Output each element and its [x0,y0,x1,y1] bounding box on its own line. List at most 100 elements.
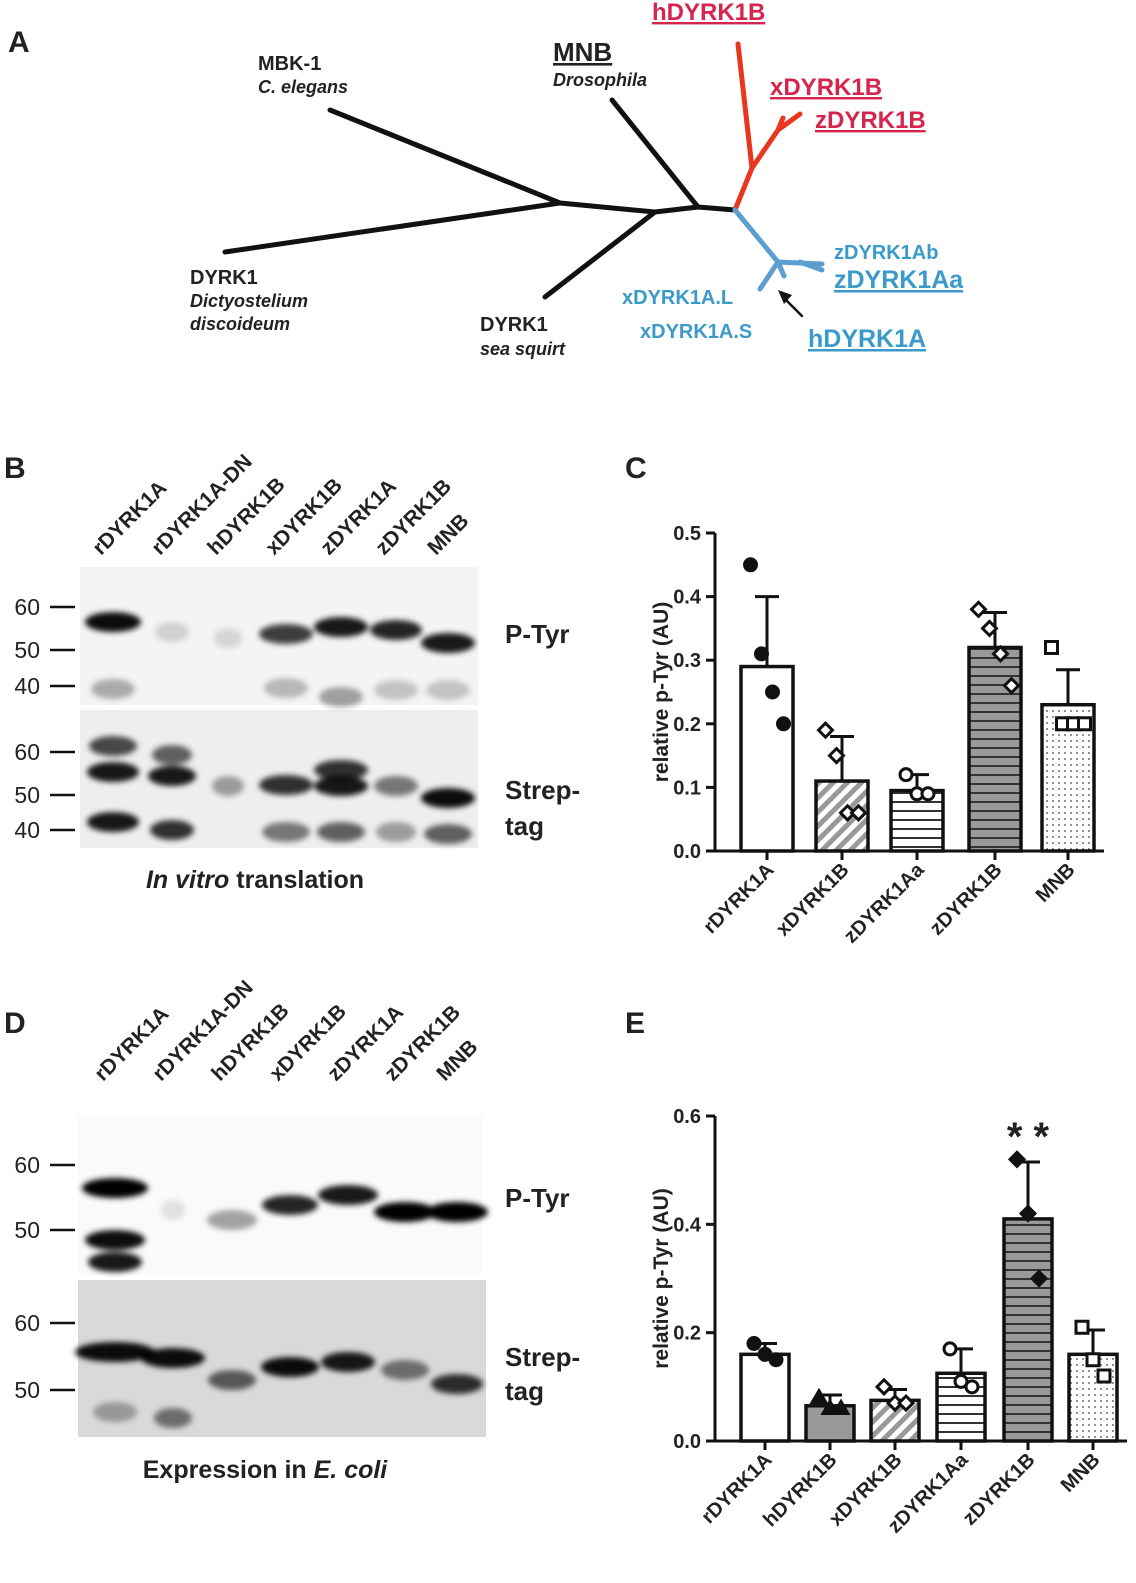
band [154,1408,192,1428]
data-point [980,619,999,638]
species-label: xDYRK1A.S [640,321,752,343]
caption-part: E. coli [314,1456,389,1484]
band [85,1230,145,1250]
data-point [754,646,769,662]
band [318,1185,378,1205]
species-label: Dictyostelium [190,291,308,311]
species-label: DYRK1 [190,267,258,289]
data-point [1074,1319,1090,1335]
band [93,1402,137,1422]
band [87,762,139,782]
data-point [1002,676,1021,695]
data-point [969,600,988,619]
x-tick-label: zDYRK1Aa [840,858,929,947]
data-point [776,716,791,732]
band [75,1342,155,1362]
species-label: hDYRK1B [652,0,765,26]
band [370,620,422,640]
mw-label: 50 [14,1217,40,1243]
species-label: xDYRK1B [770,74,882,101]
data-point [768,1352,784,1368]
y-tick-label: 0.0 [673,1431,701,1453]
data-point [1077,716,1092,732]
data-point [827,746,846,765]
bar [1002,1217,1054,1443]
x-tick-label: zDYRK1B [959,1449,1040,1530]
band [381,1360,429,1380]
caption-part: Expression in [143,1456,314,1484]
bar [967,645,1023,853]
band [317,822,365,842]
band [321,1352,375,1372]
y-tick-label: 0.2 [673,714,701,736]
lane-label: rDYRK1A-DN [148,976,258,1086]
y-tick-label: 0.4 [673,1214,702,1236]
data-point [1096,1368,1112,1384]
band [89,736,137,756]
band [91,679,135,699]
panel-letter: E [625,1007,645,1040]
mw-label: 50 [14,1377,40,1403]
band [262,1195,318,1215]
band [261,1357,319,1377]
band [152,745,192,765]
x-tick-label: zDYRK1B [926,859,1007,940]
y-tick-label: 0.6 [673,1106,701,1128]
mw-label: 40 [14,817,40,843]
band [148,766,196,786]
band [314,617,368,637]
caption-part: translation [229,866,364,894]
band [374,776,418,796]
data-point [1085,1352,1101,1368]
band [264,678,308,698]
band [426,680,470,700]
data-point [896,1393,916,1413]
y-axis-label: relative p-Tyr (AU) [650,1188,673,1368]
caption: Expression in E. coli [143,1456,389,1484]
data-point [809,1387,829,1405]
bands [75,1178,488,1428]
band [374,680,418,700]
band [207,1210,257,1230]
band [161,1200,185,1220]
species-label: Drosophila [553,70,647,90]
lane-label: MNB [423,509,473,559]
blot-label: tag [505,1376,544,1406]
band [155,622,189,642]
band [262,822,310,842]
blot-label: Strep- [505,1342,580,1372]
data-point [920,786,936,802]
data-point [942,1341,958,1357]
species-label: zDYRK1Ab [834,242,938,264]
y-tick-label: 0.0 [673,841,701,863]
band [208,1370,256,1390]
panel-letter: D [4,1007,26,1040]
data-point [849,803,868,822]
data-point [1029,1269,1049,1288]
band [431,1374,483,1394]
data-point [1007,1150,1027,1169]
blot-label: Strep- [505,775,580,805]
blot-label: P-Tyr [505,1183,570,1213]
caption-part: In vitro [146,866,229,894]
mw-label: 60 [14,739,40,765]
data-point [816,721,835,740]
y-tick-label: 0.1 [673,777,701,799]
mw-label: 50 [14,637,40,663]
x-tick-label: MNB [1032,859,1080,907]
data-point [874,1377,894,1396]
band [213,628,243,648]
band [319,687,363,707]
blot [78,1115,482,1275]
data-point [831,1398,851,1415]
x-tick-label: rDYRK1A [699,859,778,938]
data-point [991,644,1010,663]
band [314,776,368,796]
band [150,820,194,840]
mw-label: 50 [14,782,40,808]
mw-label: 60 [14,594,40,620]
y-tick-label: 0.3 [673,650,701,672]
data-point [765,684,780,700]
panel-letter: B [4,452,26,485]
species-label: zDYRK1Aa [834,266,964,294]
